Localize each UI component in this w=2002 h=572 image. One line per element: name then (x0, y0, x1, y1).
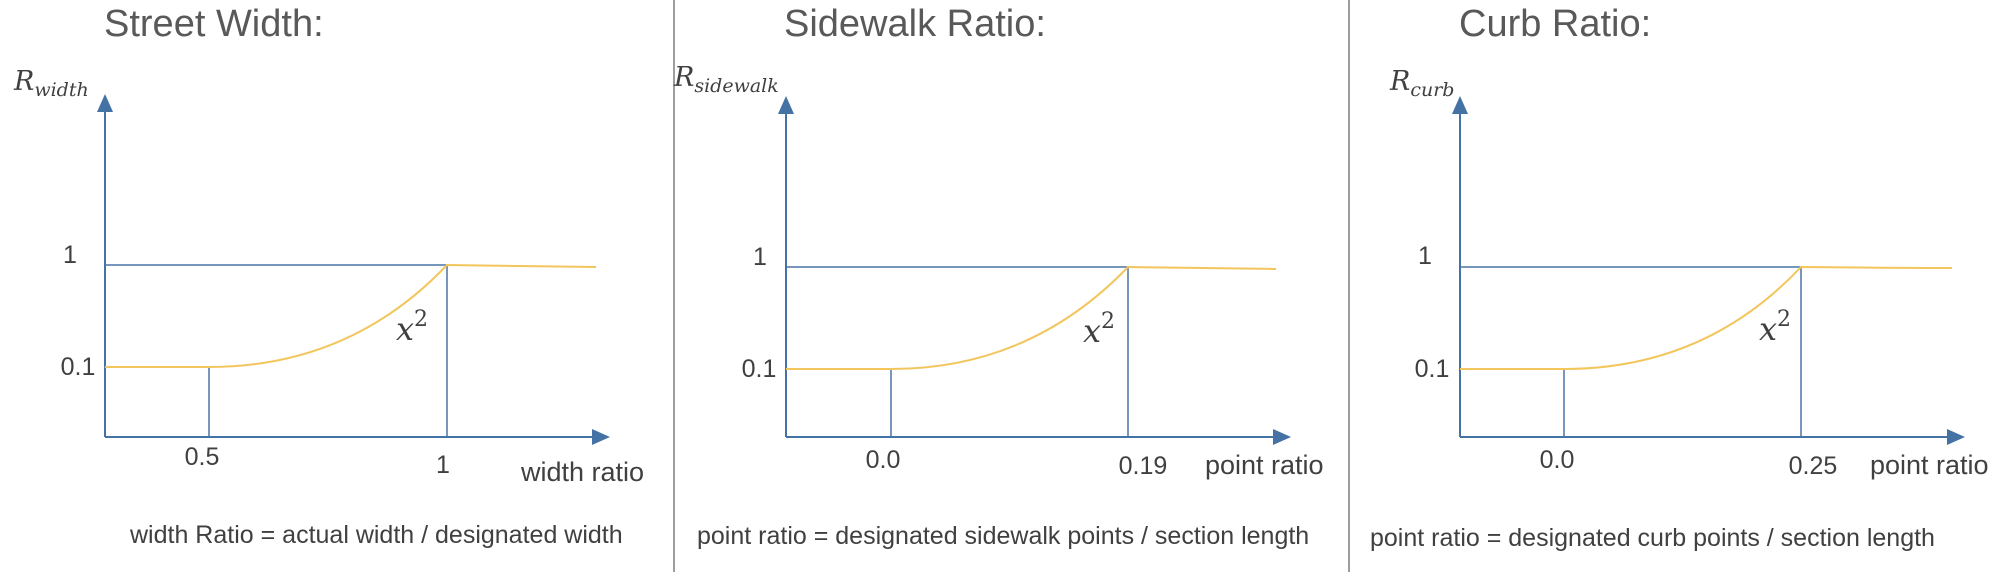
x-tick-label: 0.0 (866, 446, 901, 474)
reward-curve (1460, 265, 1953, 370)
x-axis-label: point ratio (1205, 450, 1324, 480)
y-tick-label: 0.1 (742, 355, 777, 383)
panel-street-width: Street Width: Rwidth 1 0.1 0.5 1 width r… (13, 3, 644, 549)
x-axis-arrowhead (592, 429, 610, 445)
panel-title: Sidewalk Ratio: (784, 3, 1046, 45)
y-axis-label: Rsidewalk (673, 62, 779, 97)
y-tick-label: 0.1 (1415, 355, 1450, 383)
y-axis-arrowhead (778, 96, 794, 114)
formula-text: width Ratio = actual width / designated … (129, 521, 623, 549)
formula-text: point ratio = designated curb points / s… (1370, 524, 1935, 552)
panel-title: Curb Ratio: (1459, 3, 1651, 45)
x-tick-label: 0.25 (1789, 452, 1838, 480)
curve-label: x2 (396, 307, 428, 348)
y-tick-label: 1 (753, 243, 767, 271)
y-axis-label: Rcurb (1389, 66, 1454, 101)
panel-sidewalk-ratio: Sidewalk Ratio: Rsidewalk 1 0.1 0.0 0.19… (673, 3, 1324, 550)
curve-label: x2 (1759, 307, 1791, 348)
y-axis-arrowhead (1452, 96, 1468, 114)
y-tick-label: 1 (1418, 242, 1432, 270)
x-axis-arrowhead (1947, 429, 1965, 445)
x-axis-label: width ratio (520, 457, 644, 487)
curve-label: x2 (1083, 309, 1115, 350)
panel-curb-ratio: Curb Ratio: Rcurb 1 0.1 0.0 0.25 point r… (1370, 3, 1989, 552)
x-tick-label: 0.0 (1540, 446, 1575, 474)
y-tick-label: 1 (63, 241, 77, 269)
y-tick-label: 0.1 (61, 353, 96, 381)
x-tick-label: 1 (436, 451, 450, 479)
reward-curve (105, 263, 597, 368)
y-axis-arrowhead (97, 94, 113, 112)
panel-title: Street Width: (104, 3, 324, 45)
reward-curve (786, 265, 1277, 370)
x-tick-label: 0.5 (185, 443, 220, 471)
x-axis-label: point ratio (1870, 450, 1989, 480)
y-axis-label: Rwidth (13, 66, 89, 101)
x-axis-arrowhead (1273, 429, 1291, 445)
formula-text: point ratio = designated sidewalk points… (697, 522, 1309, 550)
x-tick-label: 0.19 (1119, 452, 1168, 480)
